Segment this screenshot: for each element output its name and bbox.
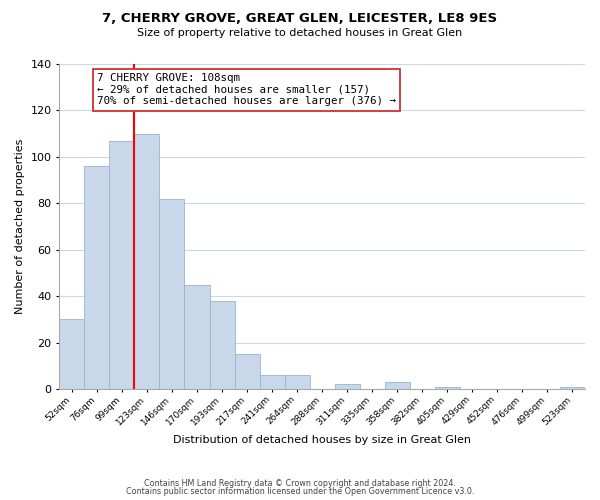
X-axis label: Distribution of detached houses by size in Great Glen: Distribution of detached houses by size …	[173, 435, 471, 445]
Bar	[134, 134, 160, 389]
Bar	[284, 375, 310, 389]
Bar	[560, 386, 585, 389]
Bar	[160, 198, 184, 389]
Bar	[209, 301, 235, 389]
Bar	[85, 166, 109, 389]
Bar	[109, 140, 134, 389]
Bar	[260, 375, 284, 389]
Text: 7 CHERRY GROVE: 108sqm
← 29% of detached houses are smaller (157)
70% of semi-de: 7 CHERRY GROVE: 108sqm ← 29% of detached…	[97, 74, 396, 106]
Y-axis label: Number of detached properties: Number of detached properties	[15, 139, 25, 314]
Bar	[335, 384, 360, 389]
Text: Contains HM Land Registry data © Crown copyright and database right 2024.: Contains HM Land Registry data © Crown c…	[144, 478, 456, 488]
Text: Contains public sector information licensed under the Open Government Licence v3: Contains public sector information licen…	[126, 487, 474, 496]
Bar	[59, 320, 85, 389]
Text: Size of property relative to detached houses in Great Glen: Size of property relative to detached ho…	[137, 28, 463, 38]
Text: 7, CHERRY GROVE, GREAT GLEN, LEICESTER, LE8 9ES: 7, CHERRY GROVE, GREAT GLEN, LEICESTER, …	[103, 12, 497, 26]
Bar	[385, 382, 410, 389]
Bar	[235, 354, 260, 389]
Bar	[184, 284, 209, 389]
Bar	[435, 386, 460, 389]
